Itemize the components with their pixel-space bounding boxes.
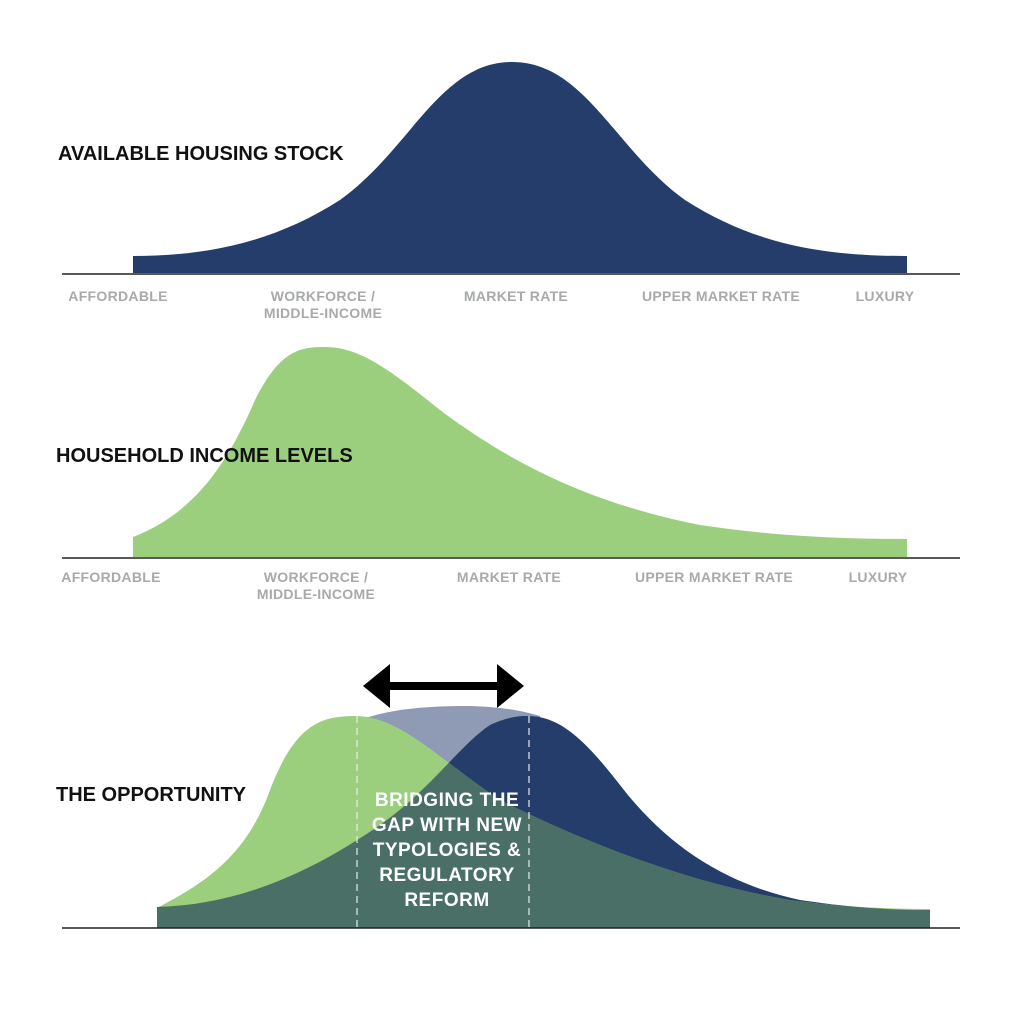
tick-label-market-rate: MARKET RATE (457, 569, 561, 585)
tick-label-luxury: LUXURY (856, 288, 915, 304)
tick-label-middle-income: MIDDLE-INCOME (257, 586, 375, 602)
housing-tick-labels: AFFORDABLE WORKFORCE / MIDDLE-INCOME MAR… (68, 288, 914, 321)
gap-label: BRIDGING THE GAP WITH NEW TYPOLOGIES & R… (372, 790, 522, 911)
tick-label-upper-market-rate: UPPER MARKET RATE (642, 288, 800, 304)
tick-label-middle-income: MIDDLE-INCOME (264, 305, 382, 321)
housing-stock-curve (133, 62, 907, 273)
housing-stock-title: AVAILABLE HOUSING STOCK (58, 143, 344, 165)
income-levels-section: HOUSEHOLD INCOME LEVELS AFFORDABLE WORKF… (56, 347, 960, 602)
tick-label-affordable: AFFORDABLE (68, 288, 167, 304)
overlap-region (157, 716, 930, 928)
gap-label-line-2: GAP WITH NEW (372, 815, 522, 836)
gap-label-line-1: BRIDGING THE (375, 790, 519, 811)
income-tick-labels: AFFORDABLE WORKFORCE / MIDDLE-INCOME MAR… (61, 569, 907, 602)
double-arrow-icon (363, 664, 524, 708)
gap-label-line-5: REFORM (404, 890, 489, 911)
tick-label-affordable: AFFORDABLE (61, 569, 160, 585)
income-levels-title: HOUSEHOLD INCOME LEVELS (56, 445, 353, 467)
tick-label-luxury: LUXURY (849, 569, 908, 585)
tick-label-workforce: WORKFORCE / (271, 288, 375, 304)
gap-label-line-4: REGULATORY (379, 865, 515, 886)
income-levels-curve (133, 347, 907, 557)
gap-label-line-3: TYPOLOGIES & (373, 840, 522, 861)
tick-label-market-rate: MARKET RATE (464, 288, 568, 304)
opportunity-section: THE OPPORTUNITY BRIDGING THE GAP WITH NE… (56, 664, 960, 929)
opportunity-title: THE OPPORTUNITY (56, 784, 247, 806)
tick-label-workforce: WORKFORCE / (264, 569, 368, 585)
tick-label-upper-market-rate: UPPER MARKET RATE (635, 569, 793, 585)
housing-stock-section: AVAILABLE HOUSING STOCK AFFORDABLE WORKF… (58, 62, 960, 321)
